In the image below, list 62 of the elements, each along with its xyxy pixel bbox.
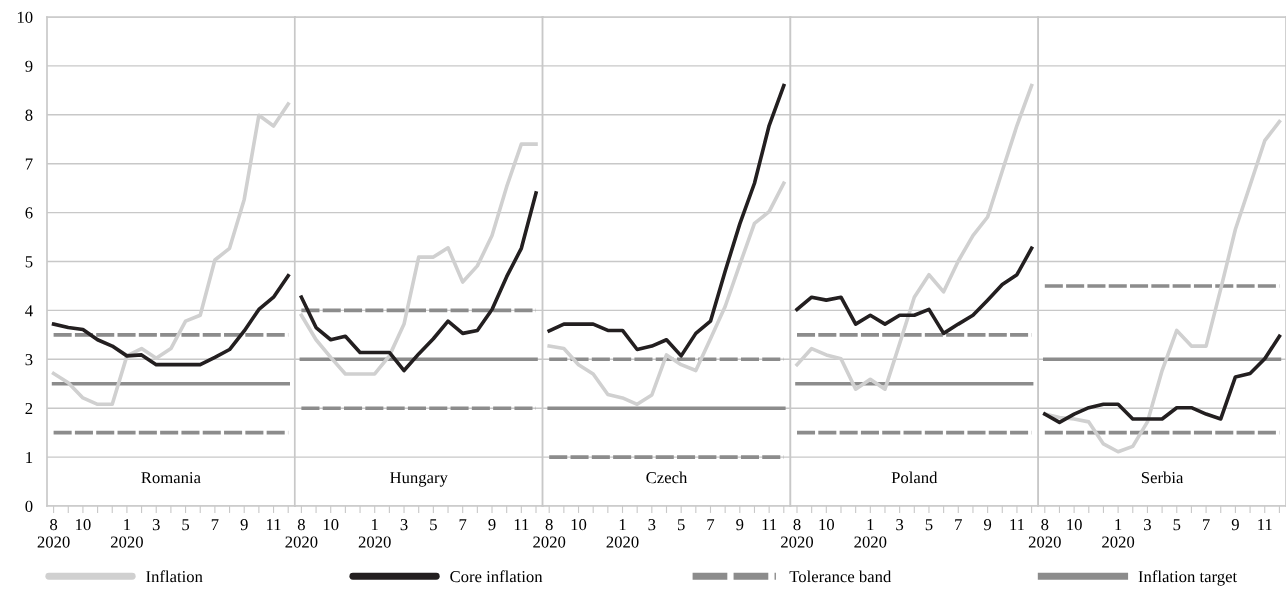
x-tick-label: 5 [430, 519, 437, 531]
x-tick-label: 8 2020 [1028, 518, 1061, 548]
x-tick-label: 11 [1010, 519, 1024, 531]
x-tick-label: 11 [1258, 519, 1272, 531]
y-tick-label: 2 [25, 402, 33, 414]
x-tick-label: 10 [1067, 518, 1082, 531]
x-tick-label: 5 [182, 519, 190, 531]
x-tick-label: 5 [1173, 519, 1181, 531]
x-tick-label: 7 [955, 519, 962, 531]
y-tick-label: 10 [17, 11, 33, 23]
x-tick-label: 9 [1231, 519, 1239, 531]
x-tick-label: 10 [571, 518, 587, 531]
annotation: Czech [646, 471, 688, 484]
x-tick-label: 10 [819, 518, 835, 531]
x-tick-label: 5 [677, 519, 685, 531]
x-tick-label: 3 [896, 519, 904, 531]
x-tick-label: 7 [707, 519, 715, 531]
x-tick-label: 1 2020 [1102, 519, 1135, 548]
x-tick-label: 1 2020 [606, 519, 639, 548]
x-tick-label: 3 [400, 519, 408, 531]
x-tick-label: 8 2020 [533, 518, 566, 548]
x-tick-label: 3 [152, 519, 160, 531]
x-tick-label: 7 [211, 519, 219, 531]
y-tick-label: 4 [25, 305, 33, 317]
legend-label: Tolerance band [789, 570, 892, 583]
y-tick-label: 7 [25, 158, 33, 170]
x-tick-label: 3 [1144, 519, 1151, 531]
x-tick-label: 8 2020 [285, 518, 318, 548]
annotation: Hungary [390, 472, 448, 487]
x-tick-label: 7 [459, 519, 467, 531]
legend-label: Inflation target [1138, 570, 1238, 586]
y-tick-label: 0 [25, 500, 33, 512]
legend-label: Core inflation [450, 570, 543, 583]
x-tick-label: 3 [648, 519, 656, 531]
x-tick-label: 11 [762, 519, 777, 531]
x-tick-label: 9 [240, 519, 248, 531]
y-tick-label: 9 [25, 60, 33, 72]
y-tick-label: 6 [25, 207, 33, 219]
y-tick-label: 8 [25, 109, 33, 121]
x-tick-label: 8 2020 [37, 518, 70, 548]
x-tick-label: 1 2020 [110, 519, 143, 548]
x-tick-label: 10 [76, 518, 91, 531]
x-tick-label: 9 [983, 519, 992, 531]
x-tick-label: 1 2020 [854, 519, 887, 548]
x-tick-label: 11 [514, 519, 529, 531]
x-tick-label: 1 2020 [358, 519, 391, 548]
annotation: Poland [891, 471, 938, 484]
annotation: Romania [141, 472, 201, 484]
x-tick-label: 10 [323, 518, 339, 531]
x-tick-label: 11 [266, 519, 281, 531]
x-tick-label: 5 [925, 519, 933, 531]
x-tick-label: 8 2020 [781, 518, 814, 548]
y-tick-label: 5 [25, 256, 33, 268]
x-tick-label: 7 [1203, 519, 1210, 531]
line-series [51, 102, 291, 407]
y-tick-label: 3 [25, 354, 33, 366]
x-tick-label: 9 [488, 519, 496, 531]
line-series [51, 273, 291, 367]
legend-label: Inflation [146, 570, 203, 583]
x-tick-label: 9 [736, 519, 744, 531]
annotation: Serbia [1141, 471, 1184, 484]
y-tick-label: 1 [26, 451, 33, 463]
